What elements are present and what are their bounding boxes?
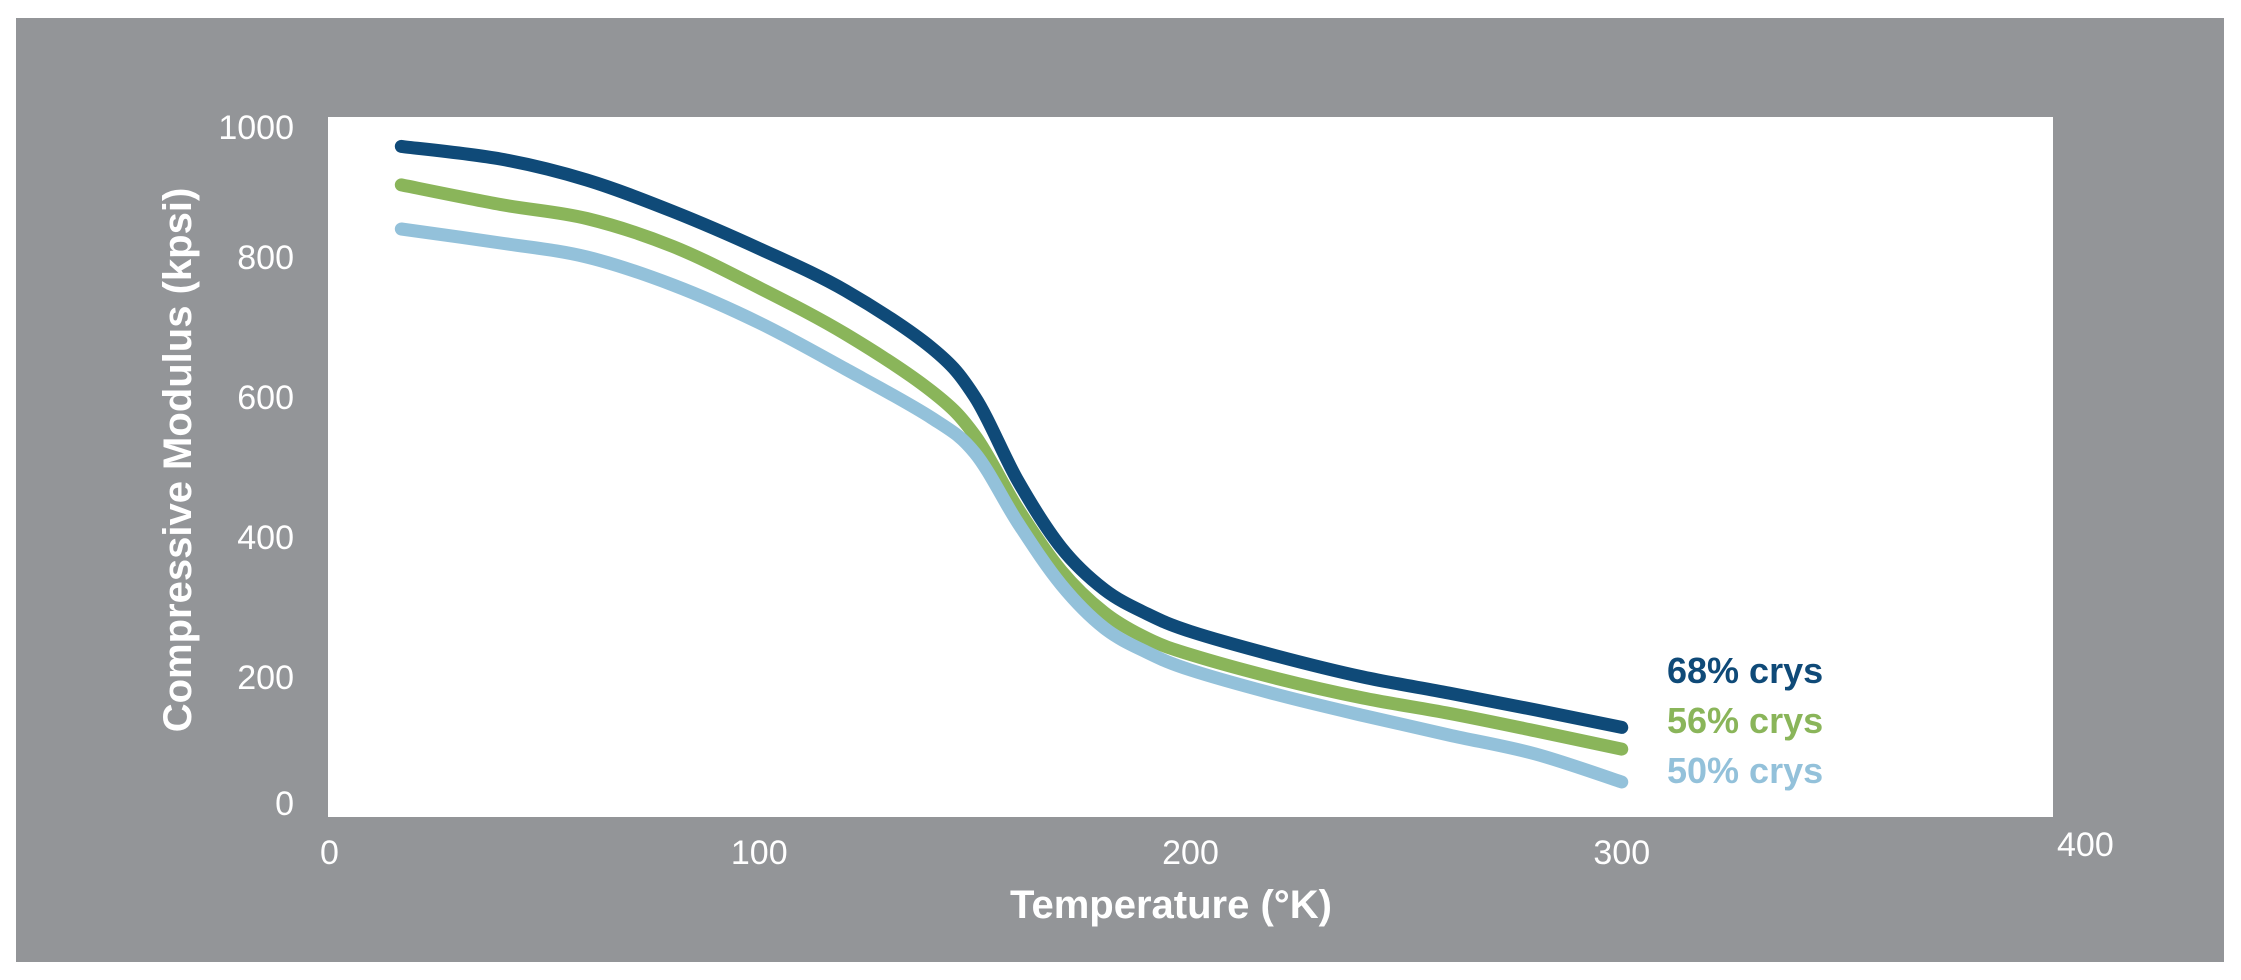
y-tick-label: 0 bbox=[275, 785, 294, 823]
x-tick-label: 400 bbox=[2057, 826, 2114, 864]
x-tick-label: 200 bbox=[1162, 834, 1219, 872]
series-label-2: 56% crys bbox=[1667, 700, 1823, 741]
y-tick-label: 200 bbox=[237, 659, 294, 697]
y-axis-title: Compressive Modulus (kpsi) bbox=[156, 188, 200, 733]
series-line-1 bbox=[394, 139, 1629, 734]
x-tick-label: 100 bbox=[731, 834, 788, 872]
y-tick-label: 800 bbox=[237, 239, 294, 277]
y-tick-label: 400 bbox=[237, 519, 294, 557]
chart-frame: 0 100 200 300 400 0 200 400 600 800 1000 68% crys… bbox=[16, 18, 2224, 962]
series-label-1: 68% crys bbox=[1667, 650, 1823, 691]
y-tick-label: 600 bbox=[237, 379, 294, 417]
chart: 0 100 200 300 400 0 200 400 600 800 1000 68% crys… bbox=[156, 109, 2114, 927]
series-line-2 bbox=[394, 178, 1629, 756]
x-tick-label: 300 bbox=[1593, 834, 1650, 872]
series-line-3 bbox=[394, 222, 1629, 789]
y-tick-label: 1000 bbox=[218, 109, 294, 147]
plot-area bbox=[328, 117, 2053, 817]
series-label-3: 50% crys bbox=[1667, 750, 1823, 791]
x-axis-title: Temperature (°K) bbox=[1010, 883, 1332, 927]
x-tick-label: 0 bbox=[320, 834, 339, 872]
